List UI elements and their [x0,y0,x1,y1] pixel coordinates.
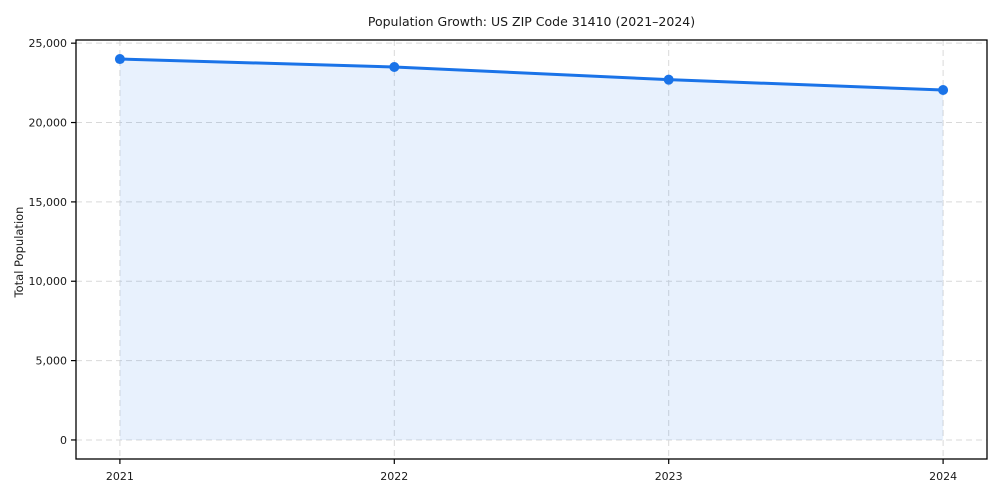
y-tick-label: 20,000 [29,117,68,130]
x-tick-label: 2021 [106,470,134,483]
y-tick-label: 15,000 [29,196,68,209]
y-tick-label: 10,000 [29,275,68,288]
x-tick-label: 2023 [655,470,683,483]
data-point-marker [114,54,125,65]
y-tick-label: 5,000 [36,355,68,368]
data-point-marker [389,61,400,72]
y-tick-label: 0 [60,434,67,447]
y-tick-label: 25,000 [29,37,68,50]
x-tick-label: 2024 [929,470,957,483]
x-tick-label: 2022 [380,470,408,483]
data-point-marker [938,84,949,95]
data-point-marker [663,74,674,85]
area-fill [119,59,944,440]
line-series [118,57,945,92]
chart-title: Population Growth: US ZIP Code 31410 (20… [367,14,696,29]
axes-frame [75,39,988,460]
